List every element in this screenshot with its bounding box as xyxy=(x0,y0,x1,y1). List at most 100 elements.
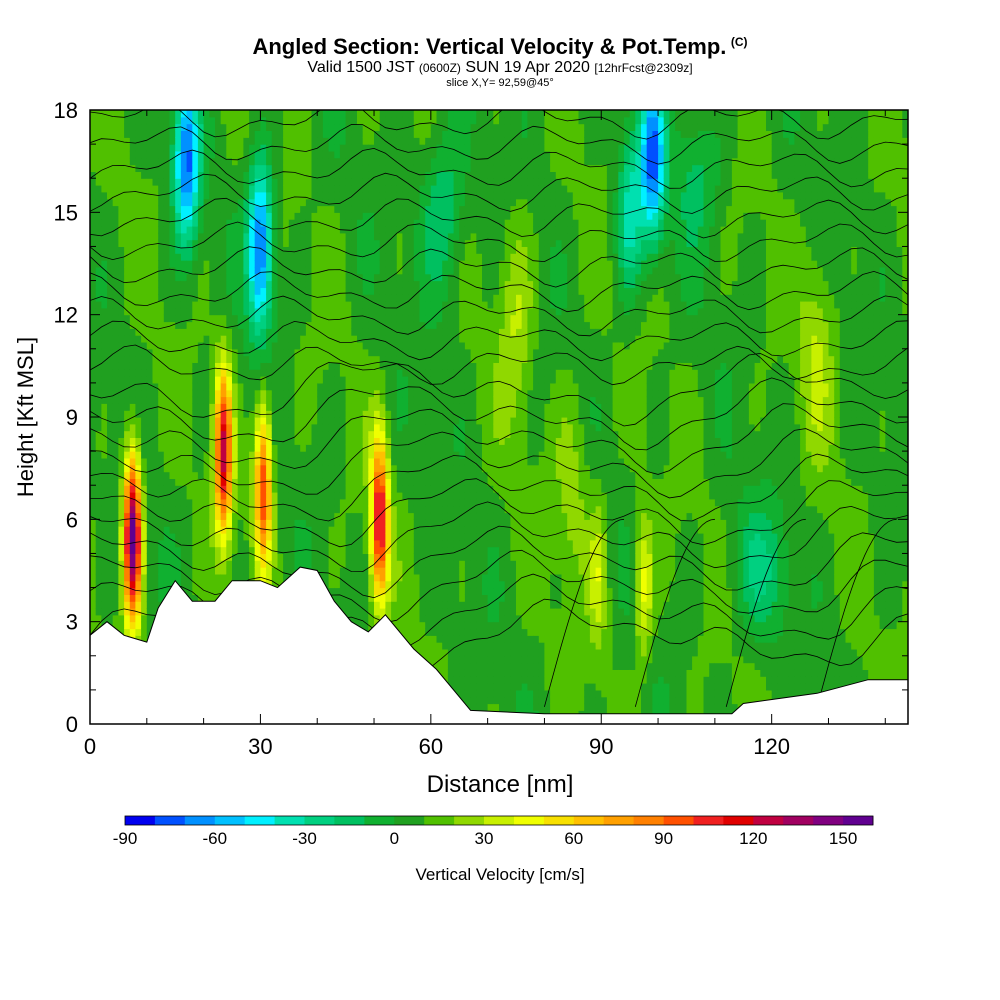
field-cell xyxy=(362,492,369,500)
field-cell xyxy=(226,533,233,541)
field-cell xyxy=(118,294,125,302)
field-cell xyxy=(249,396,256,404)
field-cell xyxy=(317,191,324,200)
field-cell xyxy=(328,130,335,138)
field-cell xyxy=(112,512,119,520)
field-cell xyxy=(180,348,188,357)
field-cell xyxy=(357,444,364,452)
field-cell xyxy=(146,116,154,125)
field-cell xyxy=(135,342,142,350)
field-cell xyxy=(101,185,108,193)
field-cell xyxy=(112,328,119,336)
field-cell xyxy=(107,280,114,288)
field-cell xyxy=(260,280,267,288)
field-cell xyxy=(283,110,290,118)
field-cell xyxy=(175,567,182,575)
field-cell xyxy=(175,512,182,520)
field-cell xyxy=(215,573,222,582)
field-cell xyxy=(186,539,193,548)
field-cell xyxy=(391,553,398,561)
field-cell xyxy=(141,403,148,411)
field-cell xyxy=(243,376,250,384)
field-cell xyxy=(237,464,244,473)
field-cell xyxy=(141,614,148,623)
field-cell xyxy=(362,239,369,247)
field-cell xyxy=(118,457,125,466)
field-cell xyxy=(288,130,296,138)
field-cell xyxy=(339,437,347,445)
field-cell xyxy=(294,150,301,159)
field-cell xyxy=(368,232,375,241)
field-cell xyxy=(169,546,176,554)
field-cell xyxy=(237,321,244,329)
field-cell xyxy=(345,376,352,384)
field-cell xyxy=(243,369,250,377)
field-cell xyxy=(226,137,233,145)
field-cell xyxy=(90,573,97,582)
field-cell xyxy=(141,608,148,616)
field-cell xyxy=(385,417,392,425)
field-cell xyxy=(158,539,165,548)
field-cell xyxy=(158,164,165,172)
field-cell xyxy=(345,396,352,404)
field-cell xyxy=(124,628,131,636)
field-cell xyxy=(203,232,210,241)
field-cell xyxy=(146,457,154,466)
field-cell xyxy=(209,423,216,432)
field-cell xyxy=(192,389,199,398)
field-cell xyxy=(311,116,318,125)
field-cell xyxy=(374,342,381,350)
field-cell xyxy=(396,505,404,514)
field-cell xyxy=(101,191,108,200)
field-cell xyxy=(305,478,313,486)
field-cell xyxy=(249,110,256,118)
field-cell xyxy=(203,376,210,384)
field-cell xyxy=(368,280,375,288)
field-cell xyxy=(374,485,381,493)
field-cell xyxy=(101,410,108,418)
field-cell xyxy=(334,526,341,534)
field-cell xyxy=(90,219,97,227)
field-cell xyxy=(379,430,386,438)
field-cell xyxy=(322,498,330,507)
field-cell xyxy=(101,301,108,309)
field-cell xyxy=(254,301,261,309)
field-cell xyxy=(169,553,176,561)
field-cell xyxy=(368,178,375,186)
field-cell xyxy=(254,253,261,261)
field-cell xyxy=(249,492,256,500)
field-cell xyxy=(146,519,154,527)
field-cell xyxy=(220,287,227,295)
field-cell xyxy=(368,191,375,200)
field-cell xyxy=(283,205,290,213)
field-cell xyxy=(129,471,137,479)
field-cell xyxy=(254,369,261,377)
field-cell xyxy=(101,144,108,152)
field-cell xyxy=(368,471,375,479)
field-cell xyxy=(95,123,102,131)
field-cell xyxy=(197,314,205,323)
field-cell xyxy=(277,505,284,514)
field-cell xyxy=(232,150,239,159)
field-cell xyxy=(339,348,347,357)
field-cell xyxy=(158,451,165,459)
field-cell xyxy=(379,205,386,213)
field-cell xyxy=(243,232,250,241)
field-cell xyxy=(226,423,233,432)
field-cell xyxy=(368,526,375,534)
field-cell xyxy=(232,403,239,411)
field-cell xyxy=(283,519,290,527)
field-cell xyxy=(294,512,301,520)
field-cell xyxy=(163,335,171,343)
field-cell xyxy=(209,512,216,520)
field-cell xyxy=(300,519,307,527)
field-cell xyxy=(243,144,250,152)
field-cell xyxy=(192,498,199,507)
field-cell xyxy=(112,157,119,166)
field-cell xyxy=(135,444,142,452)
field-cell xyxy=(90,144,97,152)
field-cell xyxy=(351,444,358,452)
field-cell xyxy=(362,410,369,418)
field-cell xyxy=(141,287,148,295)
field-cell xyxy=(163,519,171,527)
